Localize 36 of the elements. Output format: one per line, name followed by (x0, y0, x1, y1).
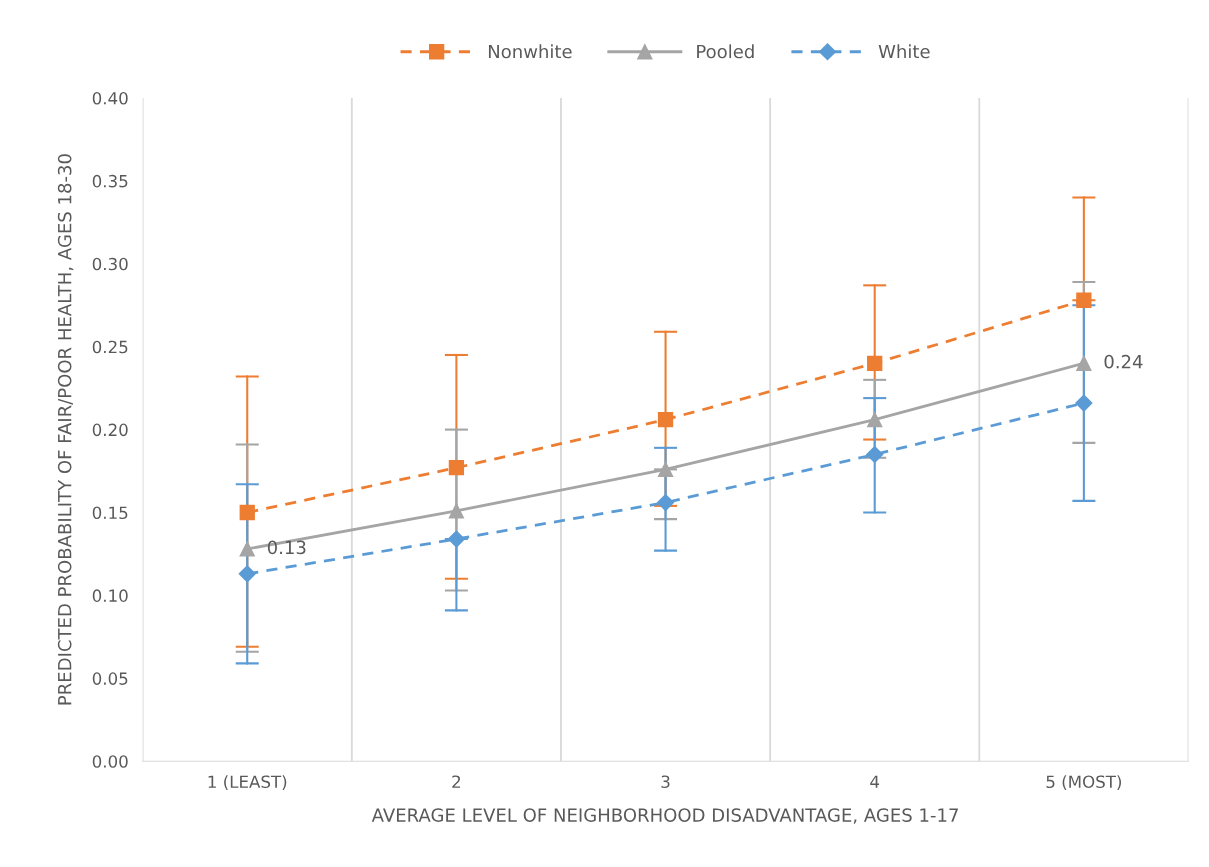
y-tick-label: 0.20 (92, 423, 128, 437)
y-tick-label: 0.05 (92, 672, 128, 685)
point (867, 412, 883, 428)
data-label: 0.13 (267, 540, 306, 555)
y-tick-label: 0.15 (92, 506, 128, 520)
point (1076, 355, 1092, 371)
point (1075, 394, 1093, 412)
point (1076, 292, 1092, 308)
x-tick-label: 2 (452, 775, 461, 788)
x-tick-label: 3 (661, 775, 670, 789)
point (447, 530, 465, 548)
y-tick-label: 0.40 (92, 91, 128, 105)
x-tick-label: 5 (MOST) (1046, 775, 1122, 790)
y-tick-label: 0.35 (92, 174, 128, 188)
legend-label: Nonwhite (488, 44, 572, 59)
point (238, 565, 256, 583)
x-tick-label: 1 (LEAST) (208, 775, 287, 790)
point (657, 461, 674, 478)
point (657, 494, 675, 512)
y-tick-label: 0.25 (92, 340, 128, 354)
point (866, 445, 884, 464)
point (867, 355, 883, 371)
legend-label: White (878, 44, 930, 59)
legend-label: Pooled (697, 44, 754, 59)
y-tick-label: 0.10 (92, 589, 128, 602)
y-tick-label: 0.00 (92, 755, 128, 768)
y-axis-title: PREDICTED PROBABILITY OF FAIR/POOR HEALTH, AGES 18-30 (57, 154, 74, 705)
point (657, 412, 674, 428)
x-axis-title: AVERAGE LEVEL OF NEIGHBORHOOD DISADVANTAGE, AGES 1-17 (371, 808, 958, 824)
x-tick-label: 4 (870, 775, 880, 788)
point (239, 541, 255, 557)
point (448, 460, 465, 476)
point (239, 504, 255, 521)
data-label: 0.24 (1104, 354, 1143, 369)
y-tick-label: 0.30 (92, 257, 128, 271)
point (448, 503, 465, 519)
